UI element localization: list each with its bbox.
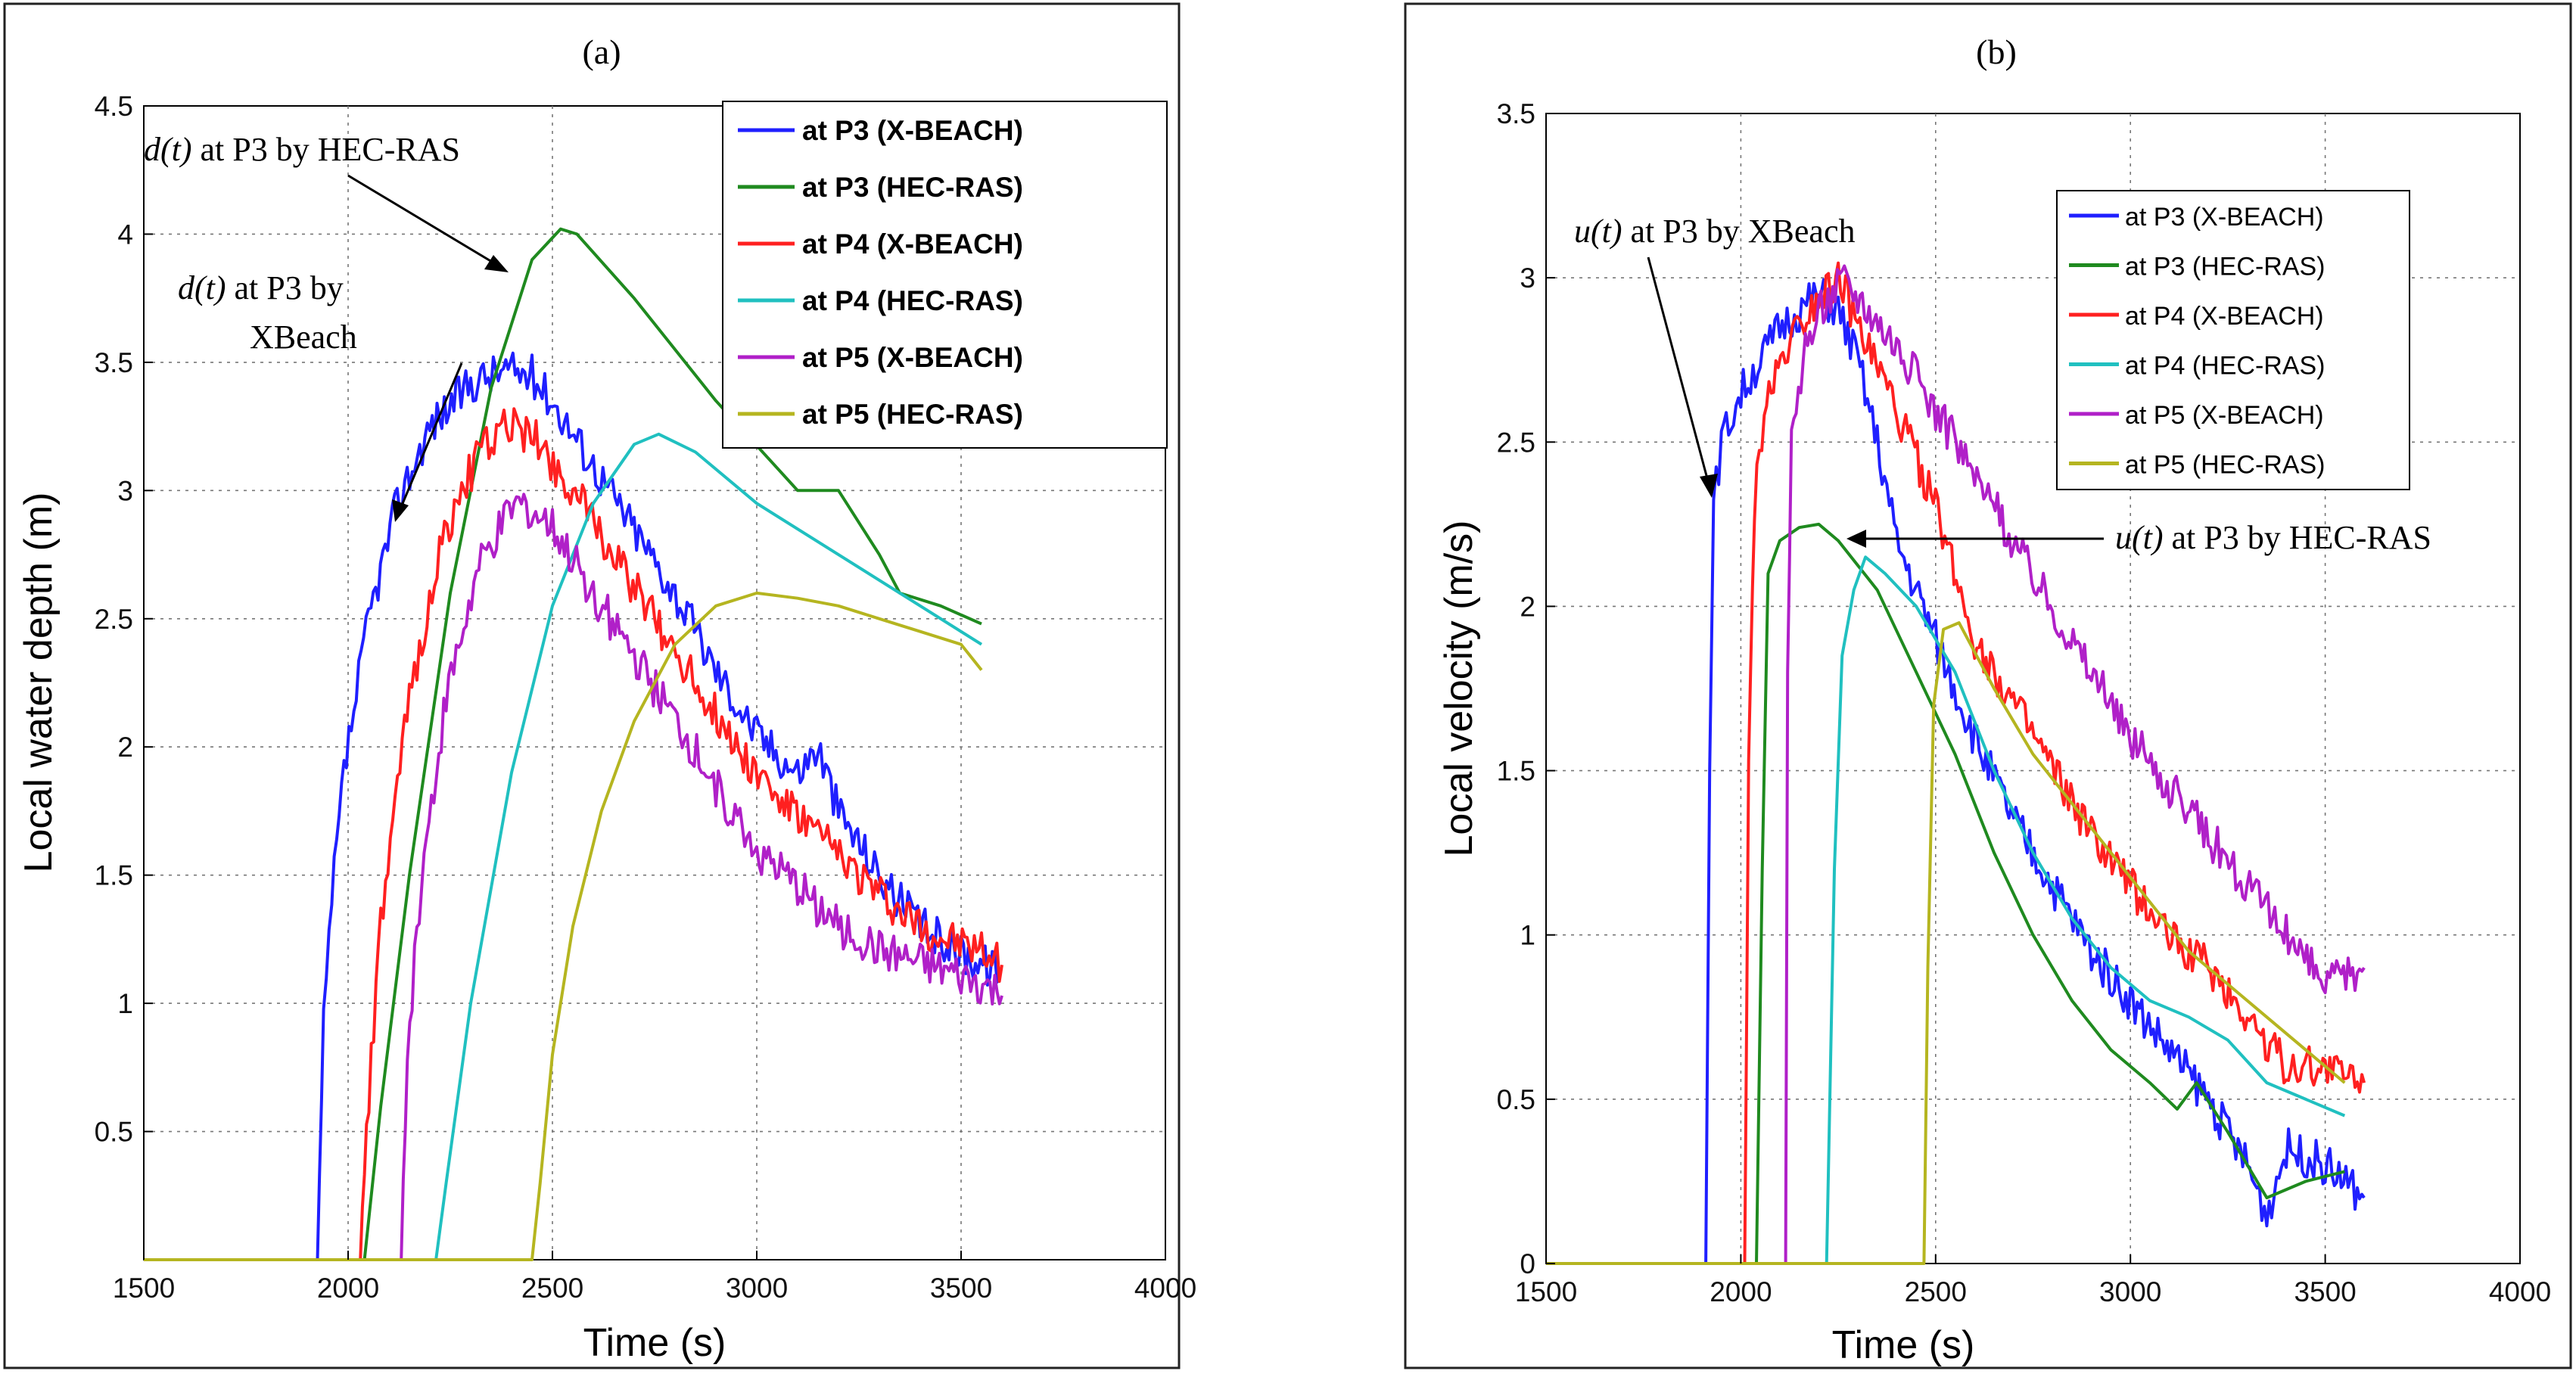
panel-a-frame	[3, 2, 1181, 1369]
series-line-4	[1546, 555, 2346, 1265]
legend-label: at P5 (HEC-RAS)	[2125, 451, 2326, 480]
y-ticks-a: 0.5 1 1.5 2 2.5 3 3.5 4 4.5	[95, 91, 153, 1148]
x-tick-label: 2000	[317, 1273, 379, 1304]
annotation-a2-text: at P3 by	[226, 269, 344, 306]
y-tick-label: 3	[1520, 263, 1535, 294]
x-tick-label: 1500	[113, 1273, 175, 1304]
annotation-a2-arrowhead	[392, 499, 409, 522]
y-tick-label: 1.5	[95, 860, 133, 891]
series-group-b	[1546, 261, 2366, 1265]
x-tick-label: 3000	[726, 1273, 788, 1304]
annotation-b1-arrow	[1647, 256, 1710, 485]
y-tick-label: 4.5	[95, 91, 133, 122]
x-ticks-b: 1500 2000 2500 3000 3500 4000	[1515, 1254, 2551, 1307]
x-tick-label: 2000	[1710, 1276, 1772, 1307]
annotation-hecras-b: u(t) at P3 by HEC-RAS	[1846, 519, 2431, 556]
legend-label: at P4 (HEC-RAS)	[2125, 352, 2326, 381]
legend-label: at P4 (X-BEACH)	[2125, 302, 2324, 331]
annotation-a1-arrow	[347, 174, 500, 268]
legend-label: at P4 (HEC-RAS)	[802, 285, 1023, 316]
chart-panel-a: (a) 1500 2000 2500 3000 3500 4000 0.5 1 1.5 2 2.5…	[17, 33, 1196, 1365]
annotation-a2-arrow	[398, 362, 463, 511]
chart-panel-b: (b) 1500 2000 2500 3000 3500 4000 0 0.5 1 1.5 2 2.…	[1437, 33, 2551, 1367]
annotation-b2-symbol: u(t)	[2115, 519, 2164, 556]
annotation-a2-symbol: d(t)	[178, 269, 226, 306]
y-tick-label: 2	[117, 732, 133, 763]
y-tick-label: 4	[117, 219, 133, 250]
panel-b-label: (b)	[1976, 33, 2017, 71]
annotation-a2-line2: XBeach	[250, 319, 357, 356]
annotation-a1-text: at P3 by HEC-RAS	[192, 131, 460, 168]
legend-b-box	[2056, 190, 2410, 490]
annotation-hecras-a: d(t) at P3 by HEC-RAS	[144, 131, 509, 272]
y-tick-label: 3.5	[1497, 98, 1535, 129]
svg-text:u(t) at P3 by XBeach: u(t) at P3 by XBeach	[1574, 213, 1855, 250]
x-tick-label: 3500	[2294, 1276, 2356, 1307]
y-tick-label: 1	[117, 988, 133, 1019]
series-line-4	[144, 432, 983, 1261]
y-tick-label: 1	[1520, 920, 1535, 951]
annotation-b2-arrowhead	[1846, 530, 1866, 548]
y-tick-label: 3	[117, 475, 133, 506]
x-tick-label: 3500	[930, 1273, 992, 1304]
y-tick-label: 0.5	[95, 1117, 133, 1148]
y-tick-label: 2.5	[95, 604, 133, 635]
panel-a-label: (a)	[582, 33, 621, 71]
y-tick-label: 3.5	[95, 347, 133, 378]
legend-b: at P3 (X-BEACH) at P3 (HEC-RAS) at P4 (X-B…	[2056, 190, 2410, 490]
legend-label: at P5 (HEC-RAS)	[802, 399, 1023, 430]
legend-label: at P4 (X-BEACH)	[802, 228, 1023, 260]
annotation-b1-symbol: u(t)	[1574, 213, 1622, 250]
series-line-6	[1546, 621, 2346, 1265]
y-axis-label-a: Local water depth (m)	[17, 493, 61, 873]
svg-text:u(t) at P3 by HEC-RAS: u(t) at P3 by HEC-RAS	[2115, 519, 2431, 556]
x-axis-label-b: Time (s)	[1832, 1323, 1975, 1367]
series-line-2	[144, 227, 982, 1261]
y-tick-label: 0.5	[1497, 1084, 1535, 1115]
y-ticks-b: 0 0.5 1 1.5 2 2.5 3 3.5	[1497, 98, 1555, 1279]
panel-b-frame	[1404, 2, 2572, 1369]
annotation-b1-text: at P3 by XBeach	[1622, 213, 1856, 250]
svg-text:d(t) at P3 by: d(t) at P3 by	[178, 269, 344, 306]
y-tick-label: 2	[1520, 591, 1535, 622]
svg-text:d(t) at P3 by HEC-RAS: d(t) at P3 by HEC-RAS	[144, 131, 460, 168]
annotation-a1-symbol: d(t)	[144, 131, 192, 168]
legend-a: at P3 (X-BEACH) at P3 (HEC-RAS) at P4 (X-B…	[722, 101, 1168, 449]
x-tick-label: 2500	[1905, 1276, 1967, 1307]
annotation-a1-arrowhead	[484, 255, 509, 272]
y-tick-label: 0	[1520, 1248, 1535, 1279]
series-line-2	[1546, 522, 2345, 1265]
legend-a-box	[722, 101, 1168, 449]
series-group-a	[144, 227, 1003, 1261]
x-tick-label: 1500	[1515, 1276, 1577, 1307]
annotation-xbeach-a: d(t) at P3 by XBeach	[178, 269, 463, 522]
x-tick-label: 3000	[2099, 1276, 2161, 1307]
x-axis-label-a: Time (s)	[583, 1321, 726, 1365]
x-ticks-a: 1500 2000 2500 3000 3500 4000	[113, 1251, 1196, 1304]
y-tick-label: 1.5	[1497, 756, 1535, 787]
annotation-b2-text: at P3 by HEC-RAS	[2164, 519, 2431, 556]
legend-label: at P3 (HEC-RAS)	[2125, 253, 2326, 281]
x-tick-label: 4000	[1134, 1273, 1196, 1304]
y-tick-label: 2.5	[1497, 427, 1535, 458]
series-line-6	[144, 591, 983, 1261]
legend-label: at P3 (HEC-RAS)	[802, 172, 1023, 203]
annotation-b1-arrowhead	[1700, 474, 1718, 498]
x-tick-label: 2500	[521, 1273, 583, 1304]
y-axis-label-b: Local velocity (m/s)	[1437, 521, 1481, 857]
annotation-xbeach-b: u(t) at P3 by XBeach	[1574, 213, 1855, 498]
legend-label: at P3 (X-BEACH)	[802, 115, 1023, 146]
legend-label: at P5 (X-BEACH)	[802, 342, 1023, 373]
legend-label: at P5 (X-BEACH)	[2125, 401, 2324, 430]
legend-label: at P3 (X-BEACH)	[2125, 203, 2324, 232]
x-tick-label: 4000	[2489, 1276, 2551, 1307]
